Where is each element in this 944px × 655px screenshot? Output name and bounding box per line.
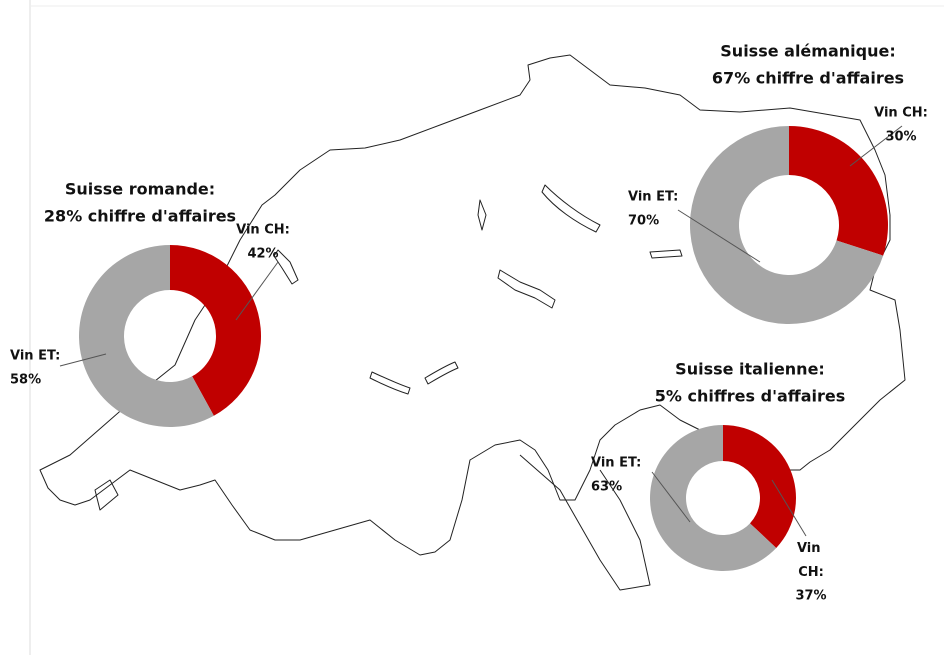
donut-segment [79, 245, 214, 427]
lake [273, 249, 299, 285]
chart-subtitle: 67% chiffre d'affaires [712, 69, 904, 88]
donut-segment [170, 245, 262, 416]
value-label: 37% [795, 589, 826, 604]
category-label: Vin CH: [236, 223, 290, 238]
donut-segment [789, 126, 888, 256]
category-label: Vin CH: [797, 541, 825, 580]
leader-line [849, 125, 903, 167]
lake [94, 479, 119, 511]
value-label: 58% [10, 373, 41, 388]
lake [369, 371, 411, 395]
category-label: Vin ET: [591, 456, 641, 471]
leader-line [771, 479, 807, 537]
lake [424, 361, 459, 385]
chart-title: Suisse romande: [65, 180, 215, 199]
donut-segment [689, 126, 884, 324]
donut-segment [650, 425, 777, 571]
leader-line [651, 471, 691, 523]
value-label: 63% [591, 480, 622, 495]
lake [497, 269, 556, 309]
chart-subtitle: 5% chiffres d'affaires [655, 387, 846, 406]
leader-line [59, 353, 107, 367]
chart-subtitle: 28% chiffre d'affaires [44, 207, 236, 226]
leader-line [235, 261, 279, 321]
category-label: Vin ET: [628, 190, 678, 205]
category-label: Vin ET: [10, 349, 60, 364]
chart-title: Suisse alémanique: [720, 42, 895, 61]
value-label: 30% [885, 130, 916, 145]
leader-line [677, 209, 761, 263]
chart-title: Suisse italienne: [675, 360, 825, 379]
switzerland-outline [39, 54, 906, 556]
lake [541, 184, 601, 233]
lake [649, 249, 683, 259]
region-border [519, 454, 651, 591]
category-label: Vin CH: [874, 106, 928, 121]
value-label: 42% [247, 247, 278, 262]
value-label: 70% [628, 214, 659, 229]
donut-segment [723, 424, 796, 548]
lake [477, 199, 487, 231]
